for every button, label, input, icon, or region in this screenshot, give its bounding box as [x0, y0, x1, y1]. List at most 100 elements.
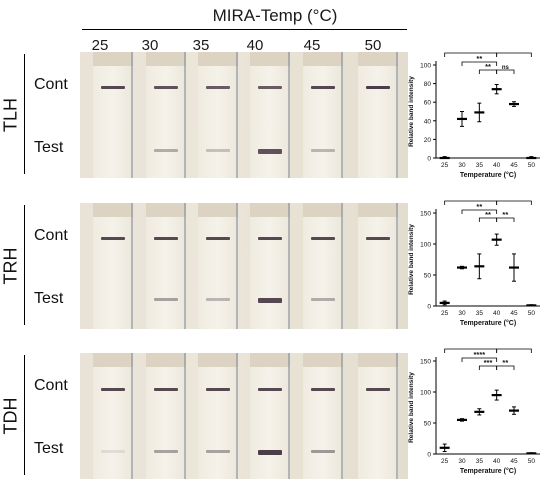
control-band [101, 86, 125, 89]
test-strip [250, 353, 290, 479]
test-strip [250, 52, 290, 178]
test-band [258, 298, 282, 303]
significance-bracket: ns [496, 65, 515, 74]
significance-bracket: ** [496, 358, 515, 370]
strip-sample-pad [198, 203, 238, 217]
strip-sample-pad [146, 353, 186, 367]
control-band [258, 237, 282, 240]
x-axis-label: Temperature (°C) [460, 171, 516, 179]
test-strip [303, 203, 343, 329]
x-tick-label: 40 [493, 458, 501, 465]
bar-chart: 050100150253035404550**************Tempe… [408, 198, 540, 327]
control-band [154, 388, 178, 391]
control-band [366, 237, 390, 240]
strip-sample-pad [198, 52, 238, 66]
x-tick-label: 30 [458, 310, 466, 317]
strip-edge [184, 353, 186, 479]
x-axis-label: Temperature (°C) [460, 319, 516, 327]
temperature-label: 45 [303, 37, 321, 54]
significance-label: ** [476, 202, 482, 211]
control-band [366, 86, 390, 89]
significance-bracket: ** [478, 210, 498, 222]
control-band [206, 388, 230, 391]
y-tick-label: 0 [427, 452, 431, 459]
strip-edge [288, 52, 290, 178]
strip-sample-pad [303, 353, 343, 367]
significance-bracket: **** [444, 198, 498, 205]
significance-bracket: *** [478, 358, 498, 370]
strip-sample-pad [93, 353, 133, 367]
strip-edge [131, 52, 133, 178]
significance-label: **** [508, 198, 520, 202]
significance-label: ** [485, 210, 491, 219]
test-band [206, 298, 230, 301]
control-band [366, 388, 390, 391]
test-band [206, 450, 230, 453]
x-tick-label: 50 [528, 162, 536, 169]
temperature-label: 40 [246, 37, 264, 54]
control-band [311, 86, 335, 89]
header-underline [82, 29, 407, 30]
panel-label-text: TRH [0, 247, 21, 285]
y-tick-label: 40 [424, 118, 432, 125]
test-strip [198, 353, 238, 479]
temperature-label: 50 [364, 37, 382, 54]
strip-photo [80, 353, 408, 479]
panel-bracket [24, 355, 25, 475]
panel-label: TRH [0, 206, 22, 326]
significance-label: **** [508, 346, 520, 350]
y-tick-label: 150 [420, 211, 431, 218]
test-band [154, 298, 178, 301]
test-band [154, 149, 178, 152]
significance-label: ** [485, 62, 491, 71]
significance-bracket: **** [496, 346, 532, 353]
control-row-label: Cont [34, 227, 68, 244]
test-strip [93, 52, 133, 178]
x-tick-label: 35 [476, 162, 484, 169]
x-tick-label: 30 [458, 162, 466, 169]
figure-header-title: MIRA-Temp (°C) [212, 6, 338, 25]
x-tick-label: 35 [476, 458, 484, 465]
significance-label: **** [473, 350, 485, 359]
significance-label: **** [465, 50, 477, 54]
strip-sample-pad [303, 203, 343, 217]
y-tick-label: 0 [427, 156, 431, 163]
y-tick-label: 50 [424, 421, 432, 428]
significance-bracket: **** [496, 198, 532, 205]
bar-chart: 020406080100253035404550************nsTe… [408, 50, 540, 179]
significance-label: ** [502, 210, 508, 219]
y-tick-label: 100 [420, 390, 431, 397]
strip-sample-pad [198, 353, 238, 367]
y-axis-label: Relative band intensity [408, 76, 415, 147]
strip-edge [236, 353, 238, 479]
strip-sample-pad [358, 353, 398, 367]
panel-label: TDH [0, 356, 22, 476]
bracket-line [461, 61, 498, 66]
strip-sample-pad [93, 203, 133, 217]
y-axis-label: Relative band intensity [408, 224, 415, 295]
test-band [311, 298, 335, 301]
significance-bracket: ** [478, 62, 498, 74]
test-strip [146, 353, 186, 479]
test-band [206, 149, 230, 152]
significance-label: **** [465, 346, 477, 350]
control-band [154, 86, 178, 89]
significance-bracket: **** [444, 50, 498, 57]
significance-bracket: ** [461, 202, 498, 214]
control-band [206, 237, 230, 240]
x-axis-label: Temperature (°C) [460, 467, 516, 475]
control-band [311, 237, 335, 240]
significance-bracket: **** [461, 350, 498, 362]
y-tick-label: 20 [424, 137, 432, 144]
control-band [206, 86, 230, 89]
panel-label: TLH [0, 55, 22, 175]
significance-label: *** [484, 358, 493, 367]
significance-label: **** [508, 50, 520, 54]
x-tick-label: 45 [510, 310, 518, 317]
strip-photo [80, 52, 408, 178]
y-tick-label: 100 [420, 63, 431, 70]
test-strip [146, 52, 186, 178]
x-tick-label: 50 [528, 458, 536, 465]
bar-chart: 050100150253035404550*****************Te… [408, 346, 540, 475]
significance-label: ** [476, 54, 482, 63]
